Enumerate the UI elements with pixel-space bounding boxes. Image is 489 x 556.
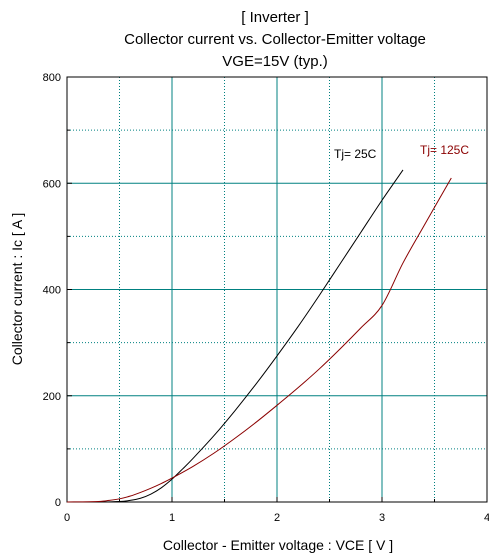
x-axis-label: Collector - Emitter voltage : VCE [ V ] bbox=[163, 537, 393, 553]
chart-title-line-1: [ Inverter ] bbox=[241, 9, 309, 26]
y-tick-label-2: 400 bbox=[43, 285, 61, 297]
chart-title: [ Inverter ] Collector current vs. Colle… bbox=[124, 9, 426, 70]
x-tick-label-4: 4 bbox=[484, 512, 489, 524]
x-tick-label-1: 1 bbox=[169, 512, 175, 524]
x-axis-ticks: 0 1 2 3 4 bbox=[64, 512, 489, 524]
y-tick-label-4: 800 bbox=[43, 72, 61, 84]
y-tick-label-0: 0 bbox=[55, 497, 61, 509]
series-line-tj25 bbox=[66, 169, 404, 503]
y-tick-label-3: 600 bbox=[43, 178, 61, 190]
series-lines bbox=[66, 169, 452, 503]
series-line-tj125 bbox=[66, 177, 452, 503]
y-axis-label: Collector current : Ic [ A ] bbox=[9, 213, 25, 366]
x-tick-label-0: 0 bbox=[64, 512, 70, 524]
chart-title-line-3: VGE=15V (typ.) bbox=[222, 53, 327, 70]
x-tick-label-2: 2 bbox=[274, 512, 280, 524]
chart-title-line-2: Collector current vs. Collector-Emitter … bbox=[124, 31, 426, 48]
y-axis-ticks: 0 200 400 600 800 bbox=[43, 72, 61, 509]
x-tick-label-3: 3 bbox=[379, 512, 385, 524]
series-label-tj125: Tj= 125C bbox=[420, 143, 469, 157]
series-labels: Tj= 25C Tj= 125C bbox=[334, 143, 469, 161]
grid bbox=[67, 77, 487, 502]
y-tick-label-1: 200 bbox=[43, 391, 61, 403]
series-label-tj25: Tj= 25C bbox=[334, 147, 377, 161]
